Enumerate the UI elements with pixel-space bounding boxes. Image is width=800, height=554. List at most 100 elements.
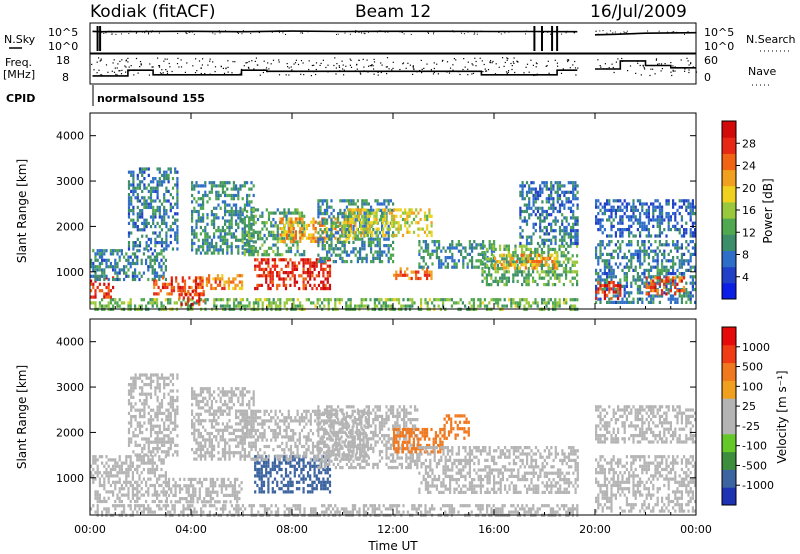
nave-dot: [349, 58, 351, 60]
power-cell-10: [312, 223, 315, 227]
power-cell-11: [363, 240, 366, 244]
power-cell-15: [490, 276, 493, 280]
power-cell-18: [632, 278, 635, 282]
power-cell-14: [473, 265, 476, 269]
power-cell-14: [479, 262, 482, 266]
power-cell-1: [90, 282, 93, 286]
power-cell-17: [539, 229, 542, 233]
nave-dot: [140, 64, 142, 66]
power-cell-14: [422, 256, 425, 260]
power-cell-6: [219, 245, 222, 249]
power-cell-15: [505, 260, 508, 264]
power-cell-11: [374, 250, 377, 254]
power-cell-18: [645, 249, 648, 253]
power-cell-2: [123, 265, 126, 269]
power-cell-6: [195, 209, 198, 214]
power-cell-21: [606, 202, 609, 206]
nave-dot: [472, 72, 475, 74]
power-cell-8: [265, 208, 268, 212]
nave-dot: [101, 74, 103, 76]
nave-dot: [201, 64, 203, 66]
power-cell-21: [595, 215, 598, 219]
power-cell-6: [224, 181, 227, 185]
nave-dot: [613, 71, 615, 74]
power-cell-12: [355, 214, 358, 218]
power-cell-3: [147, 183, 150, 187]
power-cell-17: [569, 229, 573, 233]
nsearch-dot: [498, 32, 500, 33]
power-cell-14: [490, 252, 493, 256]
power-cell-18: [647, 246, 650, 250]
power-cell-2: [114, 268, 117, 272]
power-cell-6: [199, 232, 202, 236]
velocity-cell-0: [138, 504, 141, 508]
power-cell-17: [519, 190, 522, 194]
power-cell-9: [302, 271, 305, 275]
power-cell-0: [376, 298, 379, 302]
power-cell-8: [241, 208, 244, 212]
power-cell-10: [352, 236, 355, 240]
power-cell-9: [317, 283, 321, 287]
power-cell-8: [256, 249, 260, 254]
nave-dot: [163, 60, 165, 62]
power-cell-9: [260, 261, 263, 265]
nave-dot: [325, 66, 327, 69]
power-cell-10: [290, 230, 293, 234]
freq-label-2: [MHz]: [3, 68, 35, 81]
power-cell-21: [687, 205, 690, 209]
power-cell-18: [691, 288, 694, 292]
power-cell-12: [397, 208, 400, 212]
power-cell-21: [683, 228, 686, 232]
power-cell-18: [689, 252, 692, 256]
power-cell-14: [438, 246, 441, 250]
power-cell-18: [694, 252, 697, 256]
power-cell-0: [233, 301, 236, 305]
power-cell-17: [545, 181, 548, 185]
power-cell-18: [628, 294, 631, 298]
power-cell-0: [98, 304, 101, 308]
power-cell-18: [694, 281, 697, 285]
power-cell-11: [323, 260, 326, 264]
power-cell-17: [572, 209, 575, 214]
power-cell-6: [224, 213, 227, 217]
power-cell-17: [543, 219, 546, 223]
power-cell-18: [694, 243, 697, 247]
power-cell-18: [614, 275, 617, 279]
power-cell-16: [544, 263, 547, 267]
power-cell-0: [244, 304, 247, 308]
power-cell-15: [525, 257, 528, 261]
nave-dot: [672, 69, 674, 71]
power-cell-0: [338, 301, 341, 305]
power-cell-3: [152, 199, 155, 203]
power-cell-6: [193, 209, 196, 214]
power-cell-2: [136, 255, 139, 259]
nave-dot: [113, 59, 115, 61]
power-cell-17: [521, 193, 524, 198]
nave-dot: [333, 64, 335, 67]
power-cell-12: [406, 217, 409, 222]
power-cell-12: [366, 224, 369, 228]
nave-dot: [474, 57, 476, 59]
power-cell-17: [519, 235, 522, 239]
nave-dot: [118, 70, 120, 72]
power-cell-2: [127, 261, 130, 266]
power-cell-21: [669, 228, 672, 232]
power-cell-6: [195, 248, 198, 252]
nave-dot: [652, 68, 654, 70]
power-cell-21: [621, 234, 624, 238]
power-cell-21: [608, 215, 611, 219]
power-cell-14: [418, 262, 421, 266]
power-cell-9: [295, 280, 299, 284]
power-cell-11: [350, 250, 353, 254]
power-cell-15: [569, 244, 572, 248]
power-cell-3: [141, 180, 144, 184]
power-cell-7: [214, 286, 217, 291]
power-cell-0: [382, 301, 385, 305]
power-cell-11: [326, 250, 329, 254]
power-cell-17: [550, 229, 553, 233]
nave-dot: [334, 70, 337, 72]
power-cell-6: [197, 248, 200, 252]
power-cell-5: [187, 299, 190, 303]
power-cell-18: [667, 243, 670, 247]
